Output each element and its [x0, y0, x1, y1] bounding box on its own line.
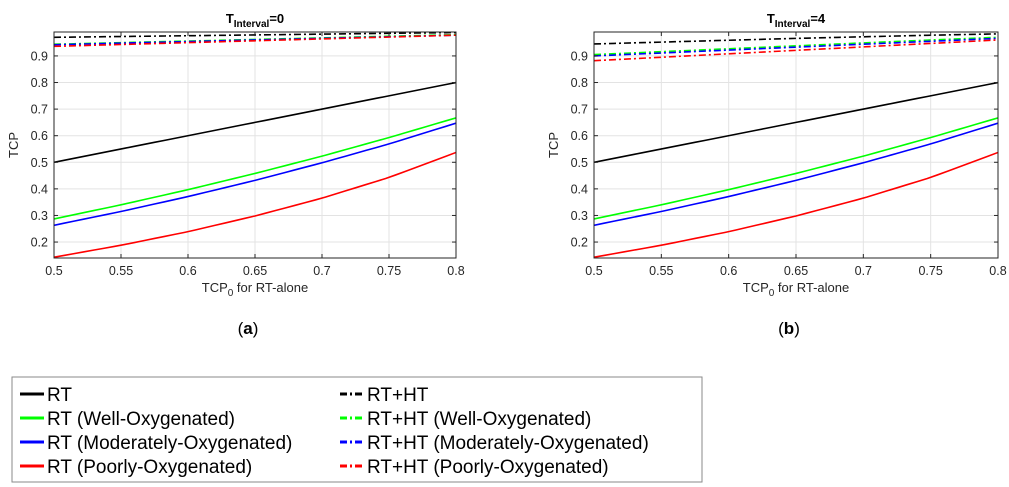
- x-tick-label: 0.6: [720, 264, 737, 278]
- chart-title: TInterval=4: [767, 11, 826, 30]
- legend-item: RT+HT (Moderately-Oxygenated): [340, 433, 649, 454]
- x-tick-label: 0.55: [109, 264, 133, 278]
- series-line-rt-moderately-oxygenated: [594, 122, 998, 227]
- x-tick-label: 0.55: [649, 264, 673, 278]
- legend-label: RT (Well-Oxygenated): [47, 409, 235, 430]
- x-tick-label: 0.6: [179, 264, 196, 278]
- legend-item: RT+HT: [340, 385, 429, 406]
- x-axis-label: TCP0 for RT-alone: [202, 280, 308, 299]
- y-tick-label: 0.2: [31, 236, 48, 250]
- series-line-rt-moderately-oxygenated: [54, 122, 456, 227]
- legend-label: RT+HT (Moderately-Oxygenated): [367, 433, 649, 454]
- legend-item: RT+HT (Well-Oxygenated): [340, 409, 591, 430]
- y-tick-label: 0.9: [31, 49, 48, 63]
- legend-item: RT (Moderately-Oxygenated): [20, 433, 292, 454]
- series-line-rt-poorly-oxygenated: [54, 151, 456, 258]
- legend-item: RT (Poorly-Oxygenated): [20, 457, 252, 478]
- x-tick-label: 0.8: [447, 264, 464, 278]
- chart-panel-a: 0.5 0.55 0.6 0.65 0.7 0.75 0.8 0.2 0.3 0.4 0.5 0.6 0…: [6, 11, 465, 299]
- legend-label: RT (Moderately-Oxygenated): [47, 433, 292, 454]
- chart-title: TInterval=0: [226, 11, 284, 30]
- series-line-rt: [54, 81, 456, 164]
- x-tick-label: 0.7: [855, 264, 872, 278]
- y-tick-label: 0.7: [571, 103, 588, 117]
- legend-item: RT: [20, 385, 72, 406]
- y-axis-label: TCP: [6, 132, 21, 158]
- y-tick-label: 0.4: [571, 182, 588, 196]
- y-tick-label: 0.6: [31, 129, 48, 143]
- y-tick-label: 0.7: [31, 103, 48, 117]
- series-line-rt-poorly-oxygenated: [594, 151, 998, 258]
- x-tick-label: 0.5: [585, 264, 602, 278]
- legend-item: RT (Well-Oxygenated): [20, 409, 235, 430]
- series-line-rt-ht-moderately-oxygenated: [594, 37, 998, 57]
- series-group: [54, 32, 456, 258]
- x-tick-label: 0.5: [45, 264, 62, 278]
- y-tick-label: 0.3: [571, 209, 588, 223]
- series-line-rt-ht-well-oxygenated: [594, 36, 998, 56]
- x-tick-label: 0.8: [989, 264, 1006, 278]
- legend-label: RT (Poorly-Oxygenated): [47, 457, 252, 478]
- y-tick-label: 0.2: [571, 236, 588, 250]
- x-tick-label: 0.75: [918, 264, 942, 278]
- x-axis-label: TCP0 for RT-alone: [743, 280, 849, 299]
- caption-b: (b): [778, 319, 800, 338]
- y-axis-label: TCP: [546, 132, 561, 158]
- chart-panel-b: 0.5 0.55 0.6 0.65 0.7 0.75 0.8 0.2 0.3 0.4 0.5 0.6 0…: [546, 11, 1007, 299]
- caption-a: (a): [238, 319, 259, 338]
- series-line-rt-well-oxygenated: [594, 117, 998, 220]
- legend-label: RT+HT: [367, 385, 429, 406]
- x-tick-label: 0.65: [243, 264, 267, 278]
- series-line-rt-well-oxygenated: [54, 117, 456, 220]
- y-tick-label: 0.5: [31, 156, 48, 170]
- x-tick-label: 0.75: [377, 264, 401, 278]
- x-tick-label: 0.65: [784, 264, 808, 278]
- y-tick-label: 0.8: [571, 76, 588, 90]
- y-tick-label: 0.3: [31, 209, 48, 223]
- y-tick-label: 0.4: [31, 182, 48, 196]
- legend: RT RT+HT RT (Well-Oxygenated) RT+HT (Well-O…: [11, 376, 703, 483]
- legend-label: RT: [47, 385, 72, 406]
- y-tick-label: 0.8: [31, 76, 48, 90]
- y-tick-label: 0.9: [571, 49, 588, 63]
- legend-label: RT+HT (Well-Oxygenated): [367, 409, 591, 430]
- series-line-rt: [594, 81, 998, 164]
- legend-label: RT+HT (Poorly-Oxygenated): [367, 457, 609, 478]
- y-tick-label: 0.5: [571, 156, 588, 170]
- x-tick-label: 0.7: [313, 264, 330, 278]
- legend-item: RT+HT (Poorly-Oxygenated): [340, 457, 609, 478]
- series-line-rt-ht-poorly-oxygenated: [54, 34, 456, 48]
- y-tick-label: 0.6: [571, 129, 588, 143]
